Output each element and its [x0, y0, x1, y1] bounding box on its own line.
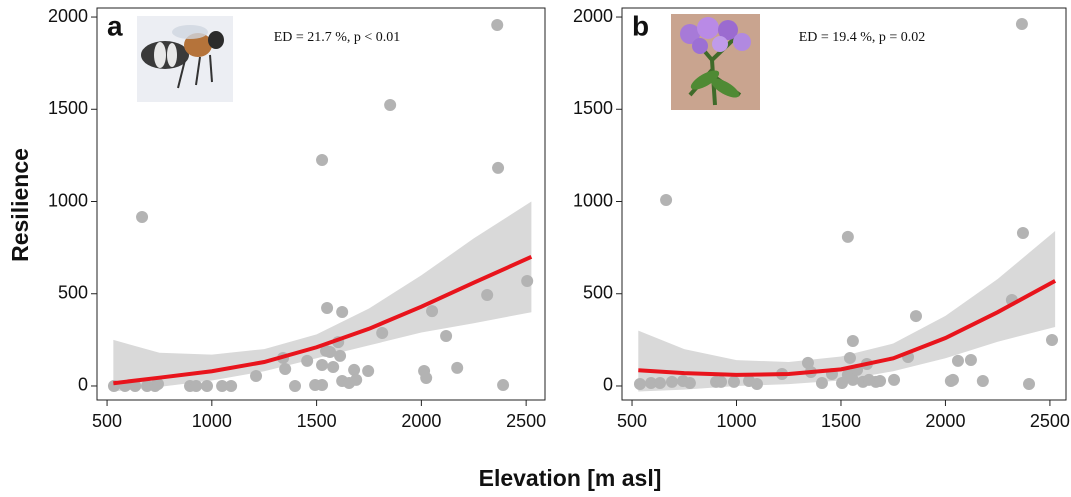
data-point — [491, 18, 504, 31]
y-tick-label: 1000 — [573, 190, 613, 210]
data-point — [888, 373, 901, 386]
annotation: ED = 21.7 %, p < 0.01 — [274, 30, 401, 45]
x-tick-label: 1500 — [297, 411, 337, 431]
data-point — [633, 377, 646, 390]
x-tick-label: 500 — [92, 411, 122, 431]
data-point — [976, 374, 989, 387]
plot-frame — [621, 7, 1067, 401]
fit-line — [638, 279, 1057, 377]
data-point — [384, 99, 397, 112]
data-point — [376, 327, 389, 340]
x-tick-label: 2500 — [1030, 411, 1070, 431]
confidence-band — [638, 231, 1056, 392]
data-point — [440, 329, 453, 342]
plot-frame — [96, 7, 546, 401]
data-point — [324, 346, 337, 359]
data-point — [815, 377, 828, 390]
data-point — [201, 379, 214, 392]
y-tick-label: 0 — [78, 375, 88, 395]
y-tick-label: 500 — [583, 282, 613, 302]
y-axis-title: Resilience — [7, 148, 33, 262]
data-point — [216, 379, 229, 392]
data-point — [801, 356, 814, 369]
y-tick-label: 1000 — [48, 190, 88, 210]
data-point — [660, 194, 673, 207]
x-tick-label: 1500 — [821, 411, 861, 431]
x-tick-label: 2500 — [506, 411, 546, 431]
flower-image — [671, 14, 760, 110]
data-point — [727, 375, 740, 388]
y-tick-label: 0 — [603, 375, 613, 395]
data-point — [654, 377, 667, 390]
data-point — [964, 353, 977, 366]
panel-label: b — [632, 10, 649, 41]
x-tick-label: 2000 — [925, 411, 965, 431]
data-point — [715, 375, 728, 388]
data-point — [316, 154, 329, 167]
y-tick-label: 500 — [58, 282, 88, 302]
data-point — [492, 161, 505, 174]
data-point — [301, 354, 314, 367]
x-tick-label: 1000 — [716, 411, 756, 431]
data-point — [683, 377, 696, 390]
data-point — [665, 375, 678, 388]
data-point — [327, 360, 340, 373]
data-point — [451, 361, 464, 374]
data-point — [1015, 18, 1028, 31]
x-tick-label: 2000 — [401, 411, 441, 431]
data-point — [129, 379, 142, 392]
data-point — [289, 379, 302, 392]
data-point — [909, 310, 922, 323]
data-point — [846, 334, 859, 347]
data-point — [874, 374, 887, 387]
data-point — [521, 275, 534, 288]
data-point — [348, 363, 361, 376]
data-point — [497, 379, 510, 392]
data-point — [843, 351, 856, 364]
y-tick-label: 2000 — [573, 6, 613, 26]
data-point — [426, 305, 439, 318]
data-point — [151, 377, 164, 390]
data-point — [250, 370, 263, 383]
x-axis-title: Elevation [m asl] — [479, 465, 662, 491]
data-point — [350, 373, 363, 386]
data-point — [1046, 334, 1059, 347]
data-point — [279, 363, 292, 376]
bee-image — [137, 16, 233, 102]
data-point — [1016, 227, 1029, 240]
data-point — [846, 373, 859, 386]
y-tick-label: 1500 — [573, 98, 613, 118]
data-point — [225, 379, 238, 392]
data-point — [750, 377, 763, 390]
y-tick-label: 2000 — [48, 6, 88, 26]
data-point — [336, 306, 349, 319]
panel-label: a — [107, 10, 123, 41]
x-tick-label: 1000 — [192, 411, 232, 431]
x-tick-label: 500 — [617, 411, 647, 431]
data-point — [645, 377, 658, 390]
data-point — [334, 349, 347, 362]
data-point — [190, 379, 203, 392]
data-point — [1023, 377, 1036, 390]
data-point — [316, 379, 329, 392]
annotation: ED = 19.4 %, p = 0.02 — [799, 30, 926, 45]
data-point — [362, 365, 375, 378]
data-point — [316, 358, 329, 371]
data-point — [951, 354, 964, 367]
data-point — [136, 211, 149, 224]
y-tick-label: 1500 — [48, 98, 88, 118]
fit-line — [113, 255, 533, 386]
data-point — [420, 372, 433, 385]
data-point — [841, 230, 854, 243]
data-point — [481, 289, 494, 302]
data-point — [321, 301, 334, 314]
data-point — [946, 373, 959, 386]
